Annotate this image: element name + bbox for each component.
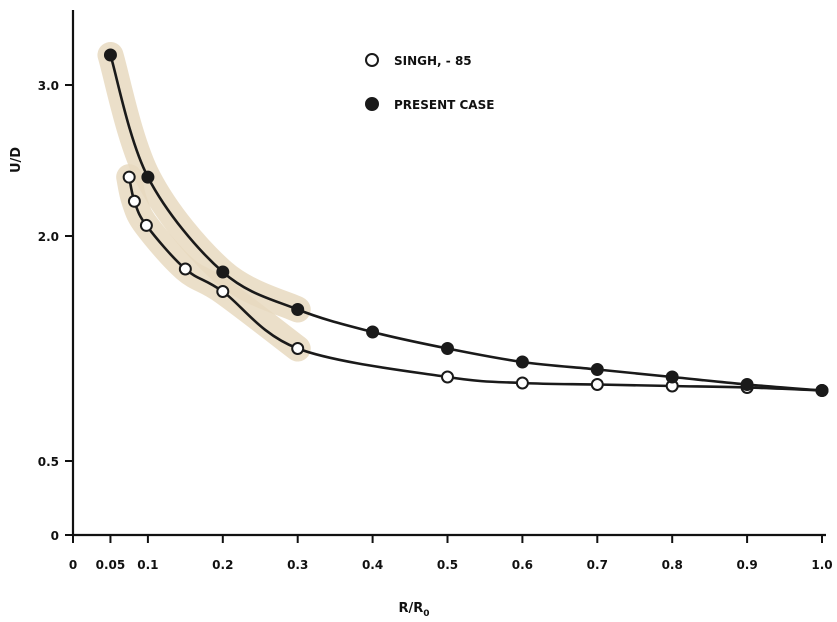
x-tick-label: 0 [69, 558, 77, 572]
y-tick-label: 0.5 [38, 455, 59, 469]
singh-data-point [216, 285, 230, 298]
present-case-data-point [515, 355, 529, 369]
x-tick-label: 0.3 [287, 558, 308, 572]
x-tick-label: 1.0 [811, 558, 832, 572]
legend-label-present-case: PRESENT CASE [394, 98, 494, 112]
legend: SINGH, - 85 PRESENT CASE [365, 53, 494, 112]
singh-data-point [590, 378, 604, 391]
present-case-data-point [216, 265, 230, 279]
x-tick-label: 0.8 [662, 558, 683, 572]
singh-data-point [127, 194, 141, 208]
present-case-data-point [366, 325, 380, 339]
x-tick-label: 0.5 [437, 558, 458, 572]
x-tick-label: 0.2 [212, 558, 233, 572]
y-tick-label: 2.0 [38, 230, 59, 244]
x-axis-ticks: 0 0.05 0.1 0.2 0.3 0.4 0.5 0.6 0.7 0.8 0.9 1.0 [69, 535, 833, 572]
x-tick-label: 0.7 [587, 558, 608, 572]
y-tick-label: 0 [51, 529, 59, 543]
singh-data-point [291, 342, 305, 355]
present-case-data-point [291, 303, 305, 316]
singh-data-point [441, 370, 454, 384]
present-case-data-point [740, 378, 754, 391]
x-axis-title: R/R0 [398, 601, 429, 619]
x-tick-label: 0.05 [96, 558, 126, 572]
present-case-data-point [590, 363, 604, 376]
x-axis-title-main: R/R [398, 601, 423, 616]
singh-data-point [139, 218, 153, 232]
x-tick-label: 0.9 [736, 558, 757, 572]
x-tick-label: 0.6 [512, 558, 533, 572]
x-tick-label: 0.1 [137, 558, 158, 572]
present-case-curve [109, 54, 823, 392]
singh-data-point [178, 262, 192, 276]
axes [71, 10, 826, 537]
present-case-data-point [141, 170, 155, 184]
singh-data-point [515, 376, 529, 390]
legend-marker-singh [365, 53, 379, 67]
x-tick-label: 0.4 [362, 558, 383, 572]
singh-data-point [122, 170, 136, 184]
y-tick-label: 3.0 [38, 79, 59, 93]
y-axis-title: U/D [9, 147, 24, 173]
present-case-data-point [103, 48, 117, 62]
y-axis-ticks: 0 0.5 2.0 3.0 [38, 79, 73, 543]
series-points [103, 48, 829, 397]
highlight-band [97, 42, 311, 323]
legend-marker-present-case [365, 97, 379, 111]
x-axis-title-subscript: 0 [423, 609, 429, 619]
present-case-data-point [815, 384, 829, 397]
present-case-data-point [665, 370, 679, 384]
legend-label-singh: SINGH, - 85 [394, 54, 472, 68]
present-case-data-point [441, 342, 454, 355]
